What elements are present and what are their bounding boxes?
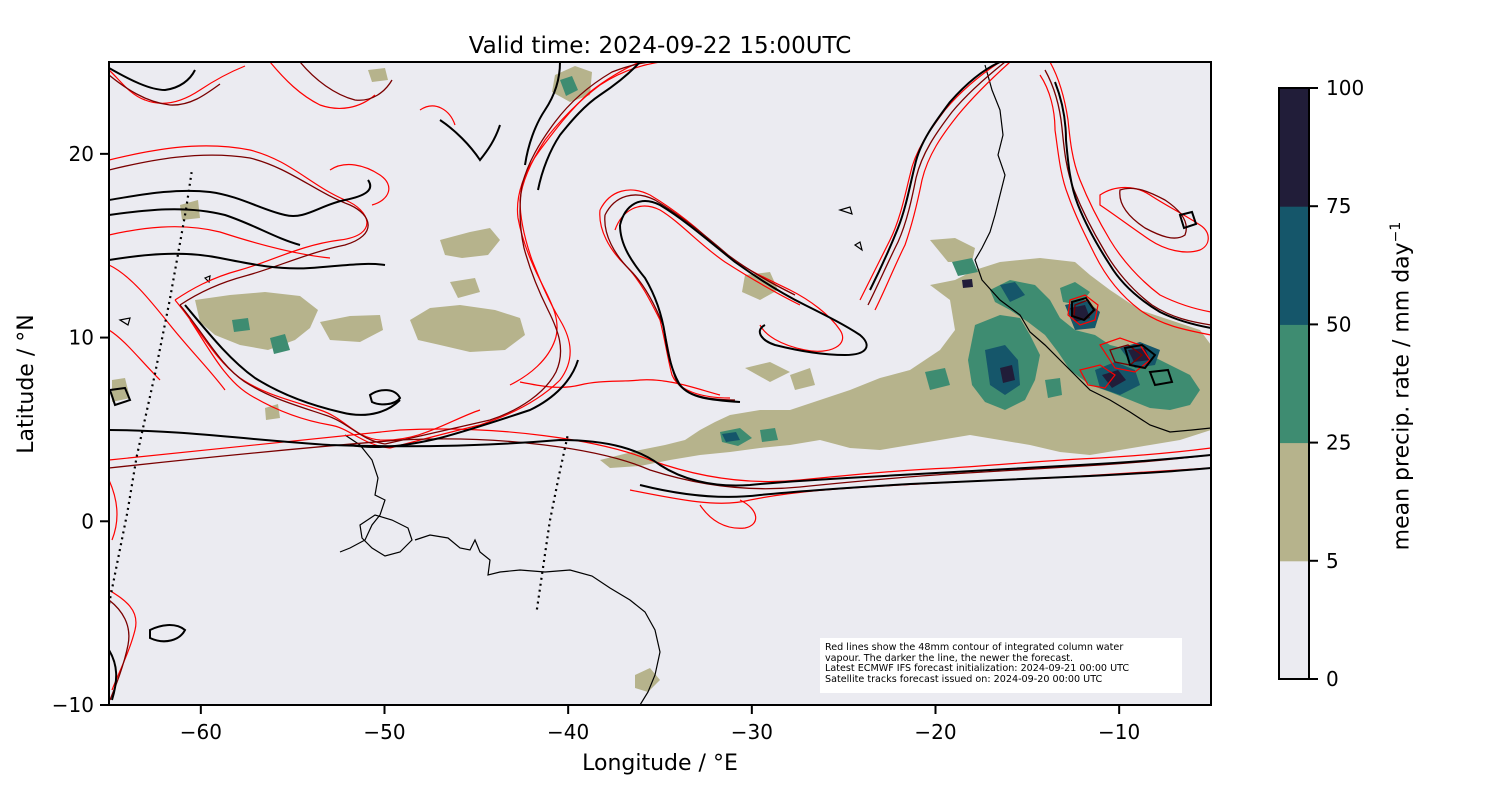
colorbar-tick-label: 100 — [1326, 76, 1364, 100]
y-tick-label: 20 — [69, 142, 94, 166]
x-axis: −60 −50 −40 −30 −20 −10 — [180, 705, 1140, 744]
iwv-contours-red — [109, 62, 1211, 691]
map-content — [109, 62, 1211, 705]
y-axis: −10 0 10 20 — [52, 142, 109, 717]
colorbar-bin — [1279, 206, 1309, 325]
note-line-1: Red lines show the 48mm contour of integ… — [825, 642, 1124, 653]
colorbar-bin — [1279, 560, 1309, 680]
colorbar-label: mean precip. rate / mm day−1 — [1380, 176, 1415, 596]
plot-title: Valid time: 2024-09-22 15:00UTC — [469, 33, 852, 59]
y-tick-label: 10 — [69, 326, 94, 350]
iwv-contours-newest — [109, 62, 1211, 701]
map-frame — [108, 61, 1212, 706]
x-axis-label: Longitude / °E — [582, 751, 738, 776]
colorbar-bin — [1279, 442, 1309, 562]
x-tick-label: −50 — [363, 720, 405, 744]
colorbar-bin — [1279, 88, 1309, 207]
colorbar-tick-label: 0 — [1326, 667, 1339, 691]
satellite-track — [535, 432, 570, 610]
note-line-2: vapour. The darker the line, the newer t… — [825, 652, 1074, 664]
y-tick-label: −10 — [52, 693, 94, 717]
colorbar-bin — [1279, 324, 1309, 444]
colorbar: 0 5 25 50 75 100 — [1278, 76, 1364, 691]
colorbar-label-exponent: −1 — [1388, 221, 1404, 243]
precip-fields — [112, 66, 1211, 692]
colorbar-tick-label: 50 — [1326, 312, 1351, 336]
x-tick-label: −40 — [547, 720, 589, 744]
colorbar-bins — [1279, 88, 1309, 680]
note-line-4: Satellite tracks forecast issued on: 202… — [825, 673, 1103, 685]
x-tick-label: −30 — [731, 720, 773, 744]
colorbar-tick-label: 5 — [1326, 549, 1339, 573]
x-tick-label: −60 — [180, 720, 222, 744]
map-panel: −60 −50 −40 −30 −20 −10 −10 0 10 20 Longitude / … — [14, 61, 1212, 776]
satellite-tracks — [109, 172, 570, 610]
colorbar-tick-label: 75 — [1326, 194, 1351, 218]
satellite-track — [109, 172, 193, 605]
colorbar-label-text: mean precip. rate / mm day — [1389, 242, 1415, 551]
y-axis-label: Latitude / °N — [14, 314, 39, 453]
x-tick-label: −10 — [1098, 720, 1140, 744]
x-tick-label: −20 — [914, 720, 956, 744]
colorbar-frame — [1278, 87, 1310, 680]
y-tick-label: 0 — [81, 509, 94, 533]
colorbar-tick-label: 25 — [1326, 431, 1351, 455]
coastlines — [118, 64, 1211, 705]
colorbar-ticks: 0 5 25 50 75 100 — [1309, 76, 1364, 691]
precip-light-patches — [112, 66, 1211, 692]
forecast-note: Red lines show the 48mm contour of integ… — [820, 638, 1182, 693]
note-line-3: Latest ECMWF IFS forecast initialization… — [825, 663, 1130, 675]
